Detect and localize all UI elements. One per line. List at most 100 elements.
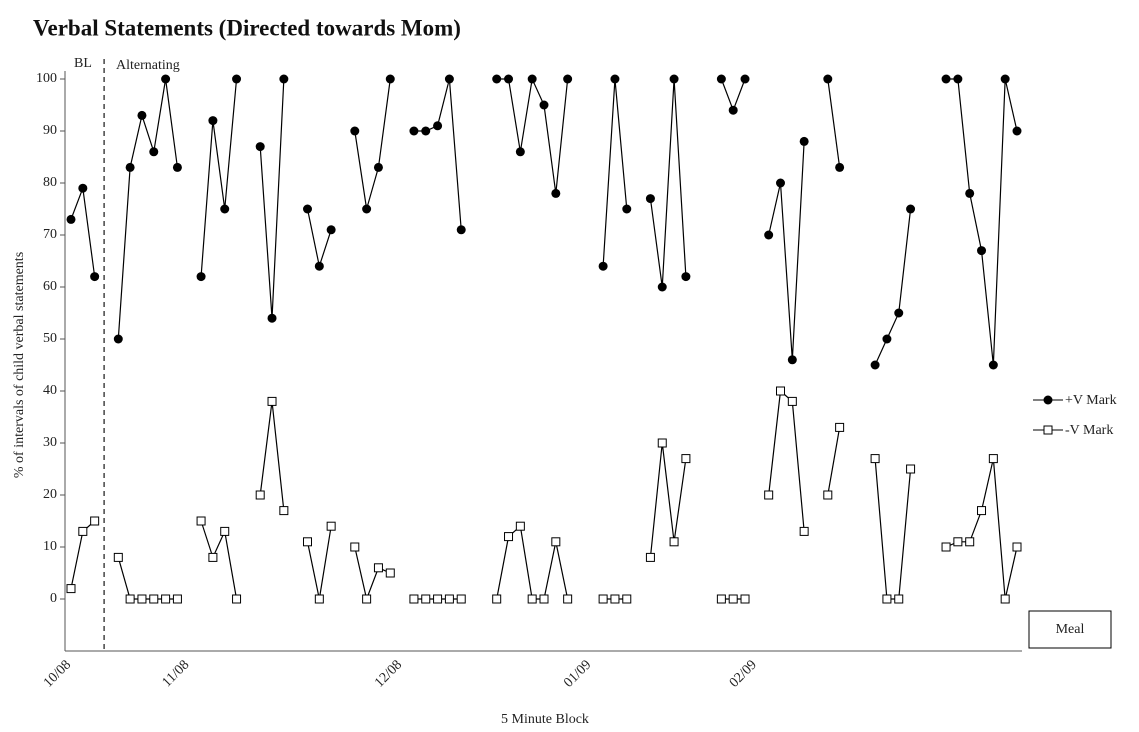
point [622, 594, 632, 604]
point [421, 594, 431, 604]
point [527, 74, 537, 84]
point [953, 74, 963, 84]
point [220, 526, 230, 536]
point [433, 594, 443, 604]
point [255, 142, 265, 152]
series-line [413, 78, 462, 230]
point [137, 594, 147, 604]
point [657, 438, 667, 448]
x-tick-label: 01/09 [561, 657, 594, 690]
point [563, 594, 573, 604]
series-line [768, 141, 805, 360]
point [303, 204, 312, 214]
point [941, 542, 951, 552]
point [823, 74, 833, 84]
y-tick-label: 0 [50, 591, 57, 606]
point [645, 552, 655, 562]
point [385, 74, 395, 84]
point [303, 537, 312, 547]
series-line [117, 557, 178, 600]
series-line [768, 389, 805, 532]
point [504, 74, 514, 84]
point [563, 74, 573, 84]
point [799, 136, 809, 146]
series-line [354, 78, 391, 210]
series-line [306, 208, 332, 269]
point [137, 110, 147, 120]
point [882, 594, 892, 604]
point [716, 594, 726, 604]
point [515, 147, 525, 157]
point [598, 261, 608, 271]
point [385, 568, 395, 578]
series-line [496, 76, 569, 194]
point [125, 594, 135, 604]
point [669, 537, 679, 547]
series-line [117, 78, 179, 340]
point [622, 204, 632, 214]
point [314, 261, 324, 271]
y-tick-label: 100 [36, 71, 57, 86]
point [977, 506, 987, 516]
point [350, 126, 360, 136]
point [326, 225, 336, 235]
point [232, 74, 242, 84]
y-tick-label: 90 [43, 123, 57, 138]
point [456, 594, 466, 604]
point [740, 74, 750, 84]
point [787, 355, 797, 365]
point [66, 214, 76, 224]
series-line [354, 546, 391, 602]
series-line [827, 427, 841, 496]
point [740, 594, 750, 604]
point [965, 537, 975, 547]
y-tick-label: 70 [43, 227, 57, 242]
point [1012, 542, 1022, 552]
point [456, 225, 466, 235]
x-tick-label: 11/08 [160, 657, 193, 690]
point [196, 516, 206, 526]
chart-title: Verbal Statements (Directed towards Mom) [33, 15, 461, 40]
point [1000, 594, 1010, 604]
point [279, 506, 289, 516]
point [870, 454, 880, 464]
series-line [649, 442, 687, 558]
point [823, 490, 833, 500]
point [906, 204, 916, 214]
point [362, 594, 372, 604]
point [232, 594, 242, 604]
point [681, 454, 691, 464]
series-line [946, 78, 1018, 366]
point [492, 74, 502, 84]
point [728, 594, 738, 604]
point [208, 116, 218, 126]
series-line [649, 78, 687, 288]
point [1012, 126, 1022, 136]
point [504, 532, 514, 542]
point [539, 594, 549, 604]
series-line [874, 458, 912, 600]
point [373, 162, 383, 172]
point [539, 100, 549, 110]
point [941, 74, 951, 84]
series-line [945, 458, 1018, 600]
point [90, 272, 100, 282]
point [894, 594, 904, 604]
point [669, 74, 679, 84]
point [657, 282, 667, 292]
y-tick-label: 30 [43, 435, 57, 450]
point [149, 147, 159, 157]
point [965, 188, 975, 198]
point [409, 126, 419, 136]
point [799, 526, 809, 536]
series-line [602, 78, 628, 267]
point [610, 594, 620, 604]
legend-label: +V Mark [1065, 393, 1117, 408]
point [362, 204, 372, 214]
point [279, 74, 289, 84]
y-tick-label: 40 [43, 383, 57, 398]
point [835, 162, 845, 172]
point [1000, 74, 1010, 84]
legend-marker [1043, 425, 1053, 435]
